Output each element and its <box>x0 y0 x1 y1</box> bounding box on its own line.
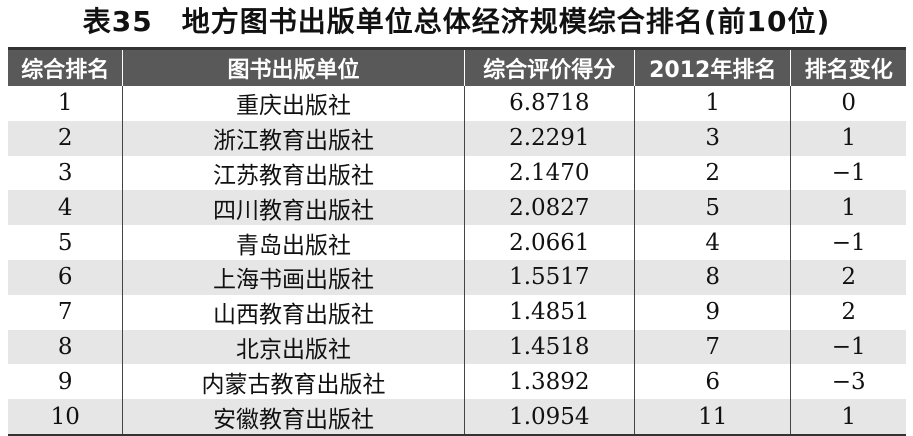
rank-cell: 8 <box>8 329 123 365</box>
header-score: 综合评价得分 <box>463 47 635 86</box>
rank-cell: 3 <box>57 159 73 186</box>
table-row: 1 重庆出版社 6.8718 1 0 <box>8 86 906 121</box>
score-cell: 1.0954 <box>463 399 635 436</box>
rank-change-cell: 2 <box>790 294 906 330</box>
header-2012-rank: 2012年排名 <box>634 47 791 86</box>
rank-change-cell: −1 <box>790 155 906 191</box>
table-row: 6 上海书画出版社 1.5517 8 2 <box>8 259 906 295</box>
publisher-cell: 重庆出版社 <box>122 86 465 121</box>
rank-change-cell: 1 <box>790 190 906 226</box>
publisher-cell: 浙江教育出版社 <box>122 120 465 156</box>
rank-2012-cell: 3 <box>634 120 791 156</box>
publisher-cell: 江苏教育出版社 <box>122 155 465 191</box>
table-row: 2 浙江教育出版社 2.2291 3 1 <box>8 120 906 156</box>
rank-2012-cell: 1 <box>634 86 791 121</box>
table-row: 10 安徽教育出版社 1.0954 11 1 <box>8 399 906 436</box>
rank-change-cell: 1 <box>790 120 906 156</box>
rank-2012-cell: 7 <box>634 329 791 365</box>
rank-cell: 10 <box>8 399 123 436</box>
rank-cell: 7 <box>57 299 73 326</box>
rank-cell: 4 <box>8 190 123 226</box>
rank-2012-cell: 6 <box>634 364 791 400</box>
score-cell: 2.0827 <box>463 190 635 226</box>
score-cell: 1.4518 <box>463 329 635 365</box>
header-rank: 综合排名 <box>8 47 123 86</box>
ranking-table: 综合排名 图书出版单位 综合评价得分 2012年排名 排名变化 1 重庆出版社 6.… <box>8 47 906 436</box>
rank-cell: 1 <box>57 90 73 117</box>
rank-2012-cell: 8 <box>634 259 791 295</box>
rank-2012-cell: 2 <box>634 155 791 191</box>
table-row: 9 内蒙古教育出版社 1.3892 6 −3 <box>8 364 906 400</box>
header-row: 综合排名 图书出版单位 综合评价得分 2012年排名 排名变化 <box>8 47 906 86</box>
rank-2012-cell: 9 <box>634 294 791 330</box>
score-cell: 1.5517 <box>463 259 635 295</box>
score-cell: 2.2291 <box>463 120 635 156</box>
rank-cell: 2 <box>8 120 123 156</box>
rank-cell: 5 <box>57 229 73 256</box>
rank-change-cell: 1 <box>790 399 906 436</box>
score-cell: 2.0661 <box>463 225 635 260</box>
table-row: 3 江苏教育出版社 2.1470 2 −1 <box>8 155 906 191</box>
rank-2012-cell: 5 <box>634 190 791 226</box>
publisher-cell: 青岛出版社 <box>122 225 465 260</box>
score-cell: 1.4851 <box>463 294 635 330</box>
table-row: 8 北京出版社 1.4518 7 −1 <box>8 329 906 365</box>
publisher-cell: 内蒙古教育出版社 <box>122 364 465 400</box>
rank-change-cell: 0 <box>790 86 906 121</box>
table-title: 表35 地方图书出版单位总体经济规模综合排名(前10位) <box>82 5 831 38</box>
header-publisher: 图书出版单位 <box>122 47 465 86</box>
publisher-cell: 山西教育出版社 <box>122 294 465 330</box>
score-cell: 6.8718 <box>463 86 635 121</box>
score-cell: 2.1470 <box>463 155 635 191</box>
rank-cell: 9 <box>57 368 73 395</box>
table-row: 4 四川教育出版社 2.0827 5 1 <box>8 190 906 226</box>
score-cell: 1.3892 <box>463 364 635 400</box>
rank-change-cell: −3 <box>790 364 906 400</box>
rank-change-cell: −1 <box>790 225 906 260</box>
rank-cell: 6 <box>8 259 123 295</box>
publisher-cell: 安徽教育出版社 <box>122 399 465 436</box>
rank-2012-cell: 11 <box>634 399 791 436</box>
header-rank-change: 排名变化 <box>790 47 906 86</box>
publisher-cell: 四川教育出版社 <box>122 190 465 226</box>
rank-change-cell: 2 <box>790 259 906 295</box>
publisher-cell: 北京出版社 <box>122 329 465 365</box>
rank-2012-cell: 4 <box>634 225 791 260</box>
table-row: 5 青岛出版社 2.0661 4 −1 <box>8 225 906 260</box>
publisher-cell: 上海书画出版社 <box>122 259 465 295</box>
table-row: 7 山西教育出版社 1.4851 9 2 <box>8 294 906 330</box>
rank-change-cell: −1 <box>790 329 906 365</box>
